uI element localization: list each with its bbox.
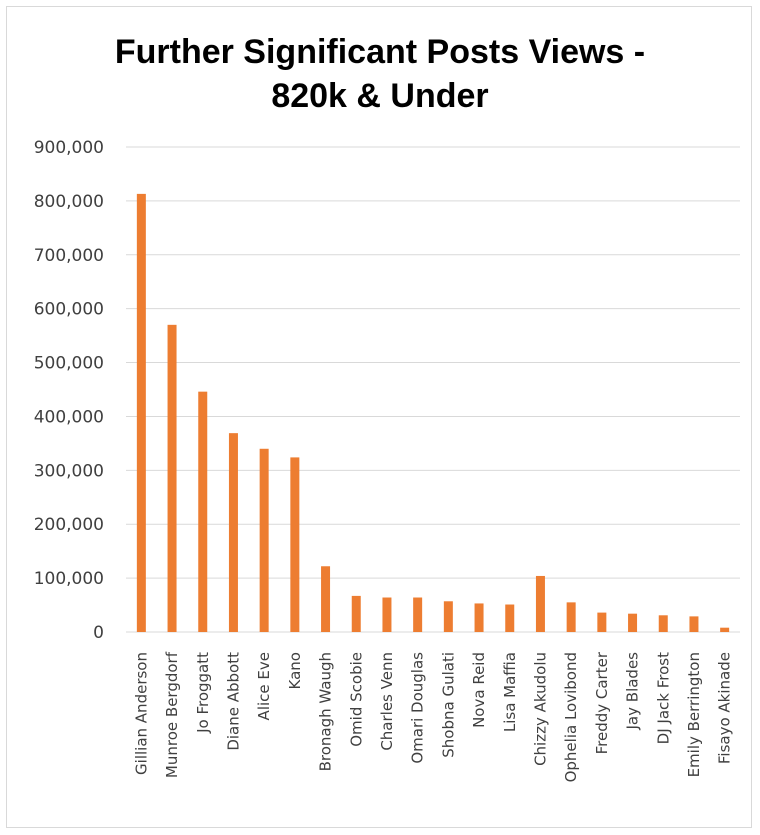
x-tick-label: Alice Eve xyxy=(255,652,273,720)
y-tick-label: 200,000 xyxy=(34,515,104,535)
bar xyxy=(689,616,699,632)
x-tick-label: Lisa Maffia xyxy=(501,652,519,732)
chart-title-line-1: Further Significant Posts Views - xyxy=(114,33,646,71)
bar xyxy=(628,613,638,632)
x-tick-label: Nova Reid xyxy=(470,652,488,728)
x-tick-label: Jo Froggatt xyxy=(194,652,212,734)
bar xyxy=(351,595,361,632)
x-tick-label: Omid Scobie xyxy=(347,652,365,747)
bar xyxy=(505,604,515,632)
bar xyxy=(136,193,146,632)
x-tick-label: Freddy Carter xyxy=(593,651,611,754)
bar xyxy=(413,597,423,632)
bar xyxy=(597,612,607,632)
y-tick-label: 900,000 xyxy=(34,138,104,158)
x-tick-label: Jay Blades xyxy=(624,652,642,731)
y-tick-label: 700,000 xyxy=(34,246,104,266)
x-tick-label: Charles Venn xyxy=(378,652,396,751)
bar xyxy=(290,457,300,632)
bar xyxy=(720,627,730,632)
y-tick-label: 500,000 xyxy=(34,354,104,374)
x-tick-label: Ophelia Lovibond xyxy=(562,652,580,782)
y-tick-label: 600,000 xyxy=(34,300,104,320)
chart-frame xyxy=(6,6,752,828)
x-tick-label: Emily Berrington xyxy=(685,652,703,777)
x-tick-label: Gillian Anderson xyxy=(132,652,150,775)
chart-title: Further Significant Posts Views - 820k &… xyxy=(0,30,760,118)
x-tick-label: Diane Abbott xyxy=(224,652,242,751)
y-tick-label: 800,000 xyxy=(34,192,104,212)
y-tick-label: 400,000 xyxy=(34,407,104,427)
bar xyxy=(198,391,208,632)
bar xyxy=(259,448,269,632)
bar xyxy=(566,602,576,632)
bar xyxy=(535,575,545,632)
x-tick-label: Chizzy Akudolu xyxy=(531,652,549,766)
bar xyxy=(474,603,484,632)
bar xyxy=(321,566,331,632)
x-tick-label: Bronagh Waugh xyxy=(317,652,335,771)
y-tick-label: 300,000 xyxy=(34,461,104,481)
x-tick-label: Munroe Bergdorf xyxy=(163,651,181,778)
x-tick-label: Shobna Gulati xyxy=(439,652,457,758)
bar xyxy=(228,433,238,632)
x-tick-label: Omari Douglas xyxy=(409,652,427,764)
x-tick-label: DJ Jack Frost xyxy=(654,652,672,744)
bar xyxy=(167,324,177,632)
bar xyxy=(382,597,392,632)
bar xyxy=(658,615,668,632)
x-tick-label: Kano xyxy=(286,652,304,689)
chart-title-line-2: 820k & Under xyxy=(271,77,489,115)
y-tick-label: 0 xyxy=(93,623,104,643)
x-tick-label: Fisayo Akinade xyxy=(716,652,734,764)
y-tick-label: 100,000 xyxy=(34,569,104,589)
bar xyxy=(443,601,453,632)
